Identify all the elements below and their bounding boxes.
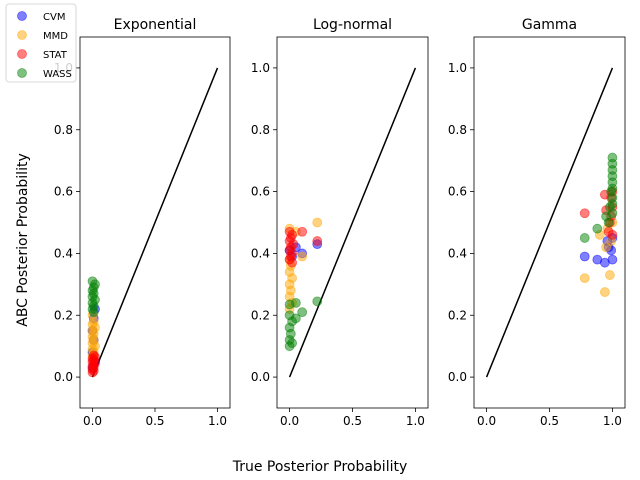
data-point: [579, 273, 590, 284]
data-point: [579, 208, 590, 219]
legend-label: STAT: [43, 50, 68, 61]
data-point: [603, 217, 614, 228]
data-point: [607, 229, 618, 240]
y-tick-label: 0.8: [251, 123, 270, 137]
x-tick-label: 0.0: [83, 414, 102, 428]
y-tick-label: 0.0: [448, 370, 467, 384]
series-mmd: [579, 217, 618, 297]
series-stat: [284, 226, 323, 268]
data-point: [297, 307, 308, 318]
legend-entry-wass: WASS: [17, 68, 72, 80]
x-tick-label: 0.5: [540, 414, 559, 428]
subplot-1: 0.00.51.00.00.20.40.60.81.0Exponential: [54, 17, 231, 428]
data-point: [579, 233, 590, 243]
data-point: [579, 251, 590, 262]
y-tick-label: 0.0: [54, 370, 73, 384]
subplot-2: 0.0 0.5 1.0 0.0 0.2 0.4 0.6 0.8 1.0 Log-normal: [251, 17, 429, 428]
subplot-3: 0.0 0.5 1.0 0.0 0.2 0.4 0.6 0.8 1.0 Gamma: [448, 17, 626, 428]
legend-marker: [17, 11, 27, 21]
subplot-panels: 0.0 0.5 1.0 0.0 0.2 0.4 0.6 0.8 1.0 Exponential 0.…: [54, 17, 626, 428]
legend-label: MMD: [43, 31, 68, 42]
data-point: [284, 341, 295, 352]
reference-line: [485, 67, 614, 378]
series-stat: [87, 350, 100, 378]
data-point: [607, 208, 618, 219]
subplot-title: Gamma: [522, 17, 577, 33]
series-wass: [87, 276, 100, 318]
data-point: [87, 367, 98, 378]
data-point: [284, 299, 295, 310]
y-tick-label: 0.4: [448, 246, 467, 260]
data-point: [312, 217, 323, 228]
reference-line: [288, 67, 417, 378]
legend-entry-cvm: CVM: [17, 11, 65, 23]
y-tick-label: 1.0: [448, 61, 467, 75]
y-tick-label: 0.4: [251, 246, 270, 260]
subplot-title: Exponential: [114, 17, 197, 33]
y-tick-label: 0.6: [54, 185, 73, 199]
data-point: [592, 223, 603, 234]
y-tick-label: 0.0: [251, 370, 270, 384]
y-tick-label: 0.6: [251, 185, 270, 199]
data-point: [607, 254, 618, 265]
legend-box: [5, 3, 77, 83]
x-tick-label: 1.0: [603, 414, 622, 428]
y-tick-label: 0.8: [54, 123, 73, 137]
x-tick-label: 0.0: [280, 414, 299, 428]
y-tick-label: 1.0: [251, 61, 270, 75]
legend-entry-stat: STAT: [17, 49, 68, 61]
y-tick-label: 0.8: [448, 123, 467, 137]
data-point: [312, 296, 323, 307]
data-point: [297, 251, 308, 262]
x-tick-label: 0.5: [343, 414, 362, 428]
legend-label: CVM: [43, 12, 65, 23]
legend-marker: [17, 30, 27, 40]
x-tick-label: 0.5: [145, 414, 164, 428]
legend-marker: [17, 49, 27, 59]
data-point: [287, 257, 298, 268]
legend: CVM MMD STAT WASS: [5, 3, 77, 83]
legend-label: WASS: [43, 69, 72, 80]
data-point: [605, 270, 615, 280]
y-axis-label: ABC Posterior Probability: [15, 153, 31, 327]
series-wass: [284, 296, 323, 352]
data-point: [601, 242, 612, 253]
series-wass: [579, 152, 618, 243]
y-tick-label: 0.4: [54, 246, 73, 260]
data-point: [88, 307, 99, 318]
legend-marker: [17, 68, 27, 78]
x-tick-label: 1.0: [208, 414, 227, 428]
data-point: [297, 226, 308, 237]
y-tick-label: 0.2: [54, 308, 73, 322]
data-point: [312, 236, 323, 246]
legend-entry-mmd: MMD: [17, 30, 68, 42]
x-tick-label: 1.0: [406, 414, 425, 428]
y-tick-label: 0.2: [251, 308, 270, 322]
data-point: [599, 287, 610, 297]
x-axis-label: True Posterior Probability: [232, 459, 408, 475]
subplot-title: Log-normal: [313, 17, 392, 33]
y-tick-label: 0.6: [448, 185, 467, 199]
reference-line: [91, 67, 219, 378]
x-tick-label: 0.0: [477, 414, 496, 428]
y-tick-label: 0.2: [448, 308, 467, 322]
